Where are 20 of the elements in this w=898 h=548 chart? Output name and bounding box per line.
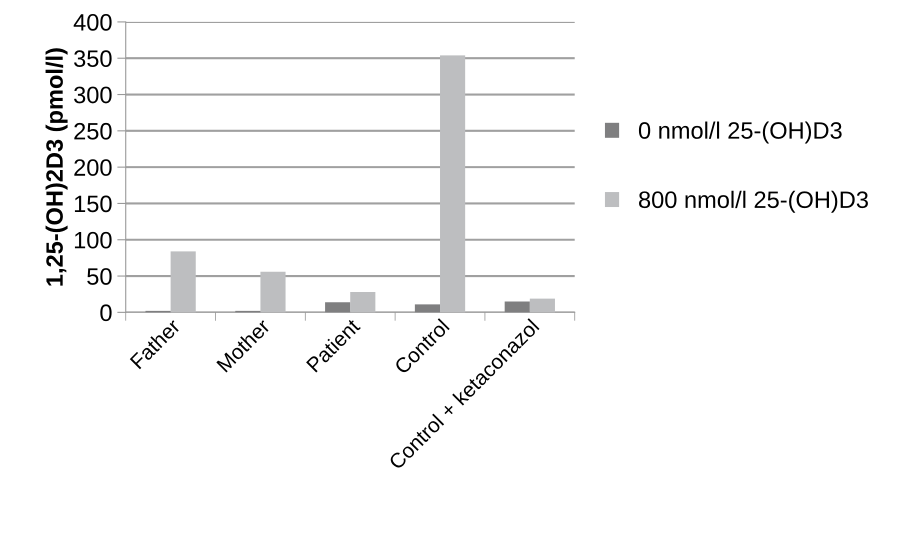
y-tick-label: 100 [74, 232, 112, 249]
bar [325, 302, 350, 312]
bar [414, 304, 440, 312]
y-tick-label: 150 [74, 196, 112, 212]
legend-label: 0 nmol/l 25-(OH)D3 [638, 122, 842, 144]
y-tick-label: 400 [74, 14, 112, 31]
y-tick-label: 0 [100, 304, 112, 322]
bar [504, 301, 530, 312]
bar [440, 55, 466, 312]
bar [170, 251, 196, 312]
y-tick-label: 50 [87, 268, 112, 285]
bar [530, 298, 555, 312]
y-axis-title: 1,25-(OH)2D3 (pmol/l) [46, 48, 68, 286]
y-tick-label: 350 [74, 50, 112, 68]
bar [350, 292, 376, 312]
y-tick-label: 200 [74, 159, 112, 176]
y-tick-label: 300 [74, 86, 112, 104]
bar [260, 272, 286, 312]
y-tick-label: 250 [74, 122, 112, 140]
legend-label: 800 nmol/l 25-(OH)D3 [639, 190, 868, 213]
